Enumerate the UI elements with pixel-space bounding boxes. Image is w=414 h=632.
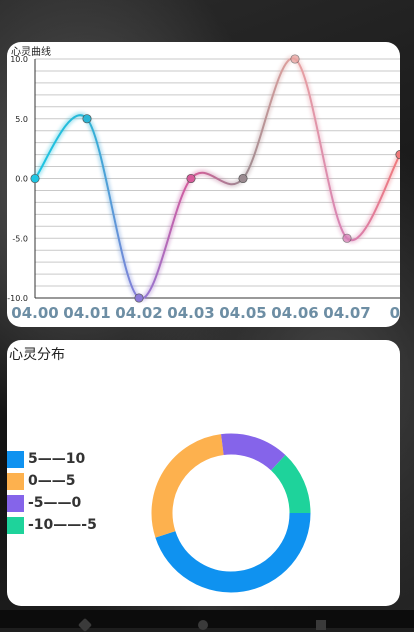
x-tick-label: 04.00 — [11, 304, 58, 322]
line-chart: 10.05.00.0-5.0-10.004.00 04.01 04.02 04.03 0… — [7, 42, 400, 327]
donut-chart — [7, 340, 400, 606]
donut-slice — [162, 445, 222, 535]
pie-chart-card: 心灵分布 5——10 0——5 -5——0 -10——-5 — [7, 340, 400, 606]
donut-slice — [165, 513, 300, 582]
data-point — [187, 174, 195, 182]
recents-icon[interactable] — [316, 620, 326, 630]
y-tick-label: 0.0 — [15, 175, 28, 184]
home-icon[interactable] — [198, 620, 208, 630]
x-tick-label: 04.05 — [219, 304, 266, 322]
x-tick-label: 04 — [390, 304, 400, 322]
data-point — [135, 294, 143, 302]
x-tick-label: 04.01 — [63, 304, 110, 322]
x-tick-label: 04.07 — [323, 304, 370, 322]
data-point — [83, 115, 91, 123]
x-tick-label: 04.03 — [167, 304, 214, 322]
line-chart-card: 10.0 5.0 0.0 -5.0 -10.0 04.00 04.01 04.02 04.03 0… — [7, 42, 400, 327]
donut-slice — [278, 463, 300, 513]
data-point — [291, 55, 299, 63]
y-tick-label: -5.0 — [12, 234, 28, 243]
y-tick-label: 5.0 — [15, 115, 28, 124]
system-nav-bar — [0, 610, 414, 628]
y-tick-label: -10.0 — [7, 294, 28, 303]
x-tick-label: 04.02 — [115, 304, 162, 322]
data-point — [239, 174, 247, 182]
back-icon[interactable] — [78, 618, 92, 632]
x-tick-label: 04.06 — [271, 304, 318, 322]
line-chart-title: 心灵曲线 — [11, 43, 51, 58]
data-point — [343, 234, 351, 242]
data-point — [31, 174, 39, 182]
donut-slice — [222, 444, 278, 463]
